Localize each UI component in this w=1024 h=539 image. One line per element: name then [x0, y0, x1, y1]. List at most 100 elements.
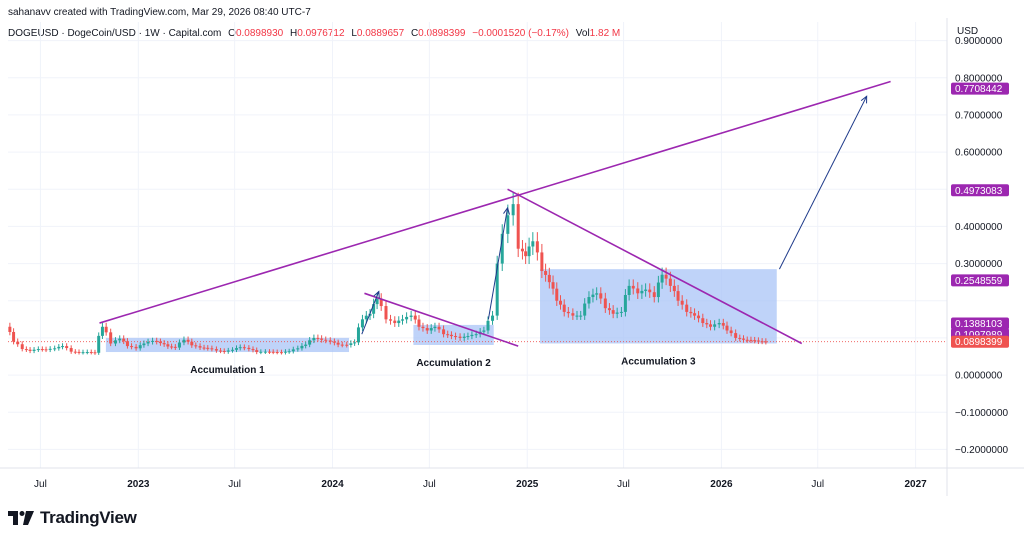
candle-body	[656, 282, 660, 298]
x-tick-label: 2023	[127, 479, 150, 490]
arrow-head-icon	[860, 95, 868, 104]
candle-body	[660, 274, 664, 283]
arrow-head-icon	[373, 290, 380, 299]
candle-body	[413, 315, 417, 320]
accumulation-box	[413, 324, 494, 345]
candle-body	[644, 289, 648, 291]
candle-body	[562, 304, 566, 312]
candle-body	[8, 326, 12, 332]
candle-body	[397, 320, 401, 324]
price-label-text: 0.0898399	[955, 337, 1003, 348]
candle-body	[364, 315, 368, 320]
candle-body	[470, 334, 474, 337]
candle-body	[583, 303, 587, 316]
candle-body	[446, 334, 450, 336]
x-tick-label: 2026	[710, 479, 733, 490]
candle-body	[316, 337, 320, 339]
candle-body	[138, 345, 142, 349]
candle-body	[85, 352, 89, 354]
candle-body	[558, 300, 562, 305]
candle-body	[158, 341, 162, 344]
x-tick-label: Jul	[811, 479, 824, 490]
accumulation-box	[105, 337, 350, 353]
candle-body	[345, 344, 349, 346]
x-tick-label: 2027	[904, 479, 927, 490]
candle-body	[462, 336, 466, 338]
candle-body	[53, 348, 57, 350]
candle-body	[125, 341, 129, 347]
candle-body	[190, 341, 194, 346]
candle-body	[73, 351, 77, 353]
chart-area[interactable]: Accumulation 1 Accumulation 2 Accumulation…	[0, 18, 1024, 496]
candle-body	[320, 338, 324, 340]
trendline	[364, 292, 519, 347]
candle-body	[547, 274, 551, 283]
projection-arrow	[361, 291, 380, 335]
x-tick-label: Jul	[228, 479, 241, 490]
candle-body	[287, 351, 291, 353]
volume-value: 1.82 M	[589, 28, 621, 39]
candle-body	[705, 323, 709, 325]
symbol-legend: DOGEUSD · DogeCoin/USD · 1W · Capital.co…	[8, 28, 620, 39]
low-value: 0.0889657	[356, 28, 405, 39]
candle-body	[328, 340, 332, 342]
candle-body	[697, 315, 701, 319]
candle-body	[81, 352, 85, 354]
low-label: L	[351, 28, 357, 39]
candle-body	[640, 290, 644, 294]
candle-body	[745, 339, 749, 341]
price-label: 0.7708442	[951, 82, 1009, 95]
x-tick-label: 2024	[321, 479, 344, 490]
candle-body	[738, 337, 742, 339]
candle-body	[275, 352, 279, 354]
candle-body	[356, 327, 360, 343]
candle-body	[182, 339, 186, 343]
candle-body	[186, 339, 190, 342]
candle-body	[466, 336, 470, 338]
volume-label: Vol	[575, 28, 590, 39]
candle-body	[551, 282, 555, 289]
candle-body	[760, 341, 764, 343]
projection-arrow	[778, 96, 868, 270]
candle-body	[300, 345, 304, 349]
currency-label: USD	[957, 26, 978, 37]
candle-body	[527, 246, 531, 257]
candle-body	[255, 350, 259, 353]
candle-body	[693, 313, 697, 316]
candle-body	[664, 274, 668, 279]
candle-body	[113, 340, 117, 344]
candle-body	[336, 342, 340, 345]
price-label: 0.2548559	[951, 274, 1009, 287]
candle-body	[20, 344, 24, 350]
candle-body	[433, 326, 437, 329]
candle-body	[500, 233, 504, 264]
candle-body	[524, 251, 528, 257]
arrow-head-icon	[503, 206, 510, 215]
candle-body	[44, 349, 48, 351]
candle-body	[104, 326, 108, 333]
tradingview-footer: TradingView	[8, 508, 137, 528]
candle-body	[540, 252, 544, 272]
candle-body	[619, 311, 623, 313]
y-tick-label: 0.4000000	[955, 222, 1003, 233]
candle-body	[226, 350, 230, 352]
candle-body	[734, 333, 738, 338]
candle-body	[458, 336, 462, 338]
price-label-bg	[951, 335, 1009, 348]
candle-body	[170, 346, 174, 348]
price-label-bg	[951, 184, 1009, 197]
high-value: 0.0976712	[297, 28, 345, 39]
price-chart[interactable]: Accumulation 1 Accumulation 2 Accumulation…	[0, 18, 1024, 496]
trendline	[99, 80, 891, 324]
candle-body	[672, 285, 676, 292]
candle-body	[615, 312, 619, 314]
candle-body	[166, 344, 170, 347]
price-label-bg	[951, 82, 1009, 95]
candle-body	[756, 340, 760, 342]
y-tick-label: 0.9000000	[955, 36, 1003, 47]
symbol-name[interactable]: DOGEUSD · DogeCoin/USD · 1W · Capital.co…	[8, 28, 222, 39]
candle-body	[566, 311, 570, 314]
candle-body	[491, 315, 495, 321]
candle-body	[636, 288, 640, 294]
price-label-bg	[951, 274, 1009, 287]
